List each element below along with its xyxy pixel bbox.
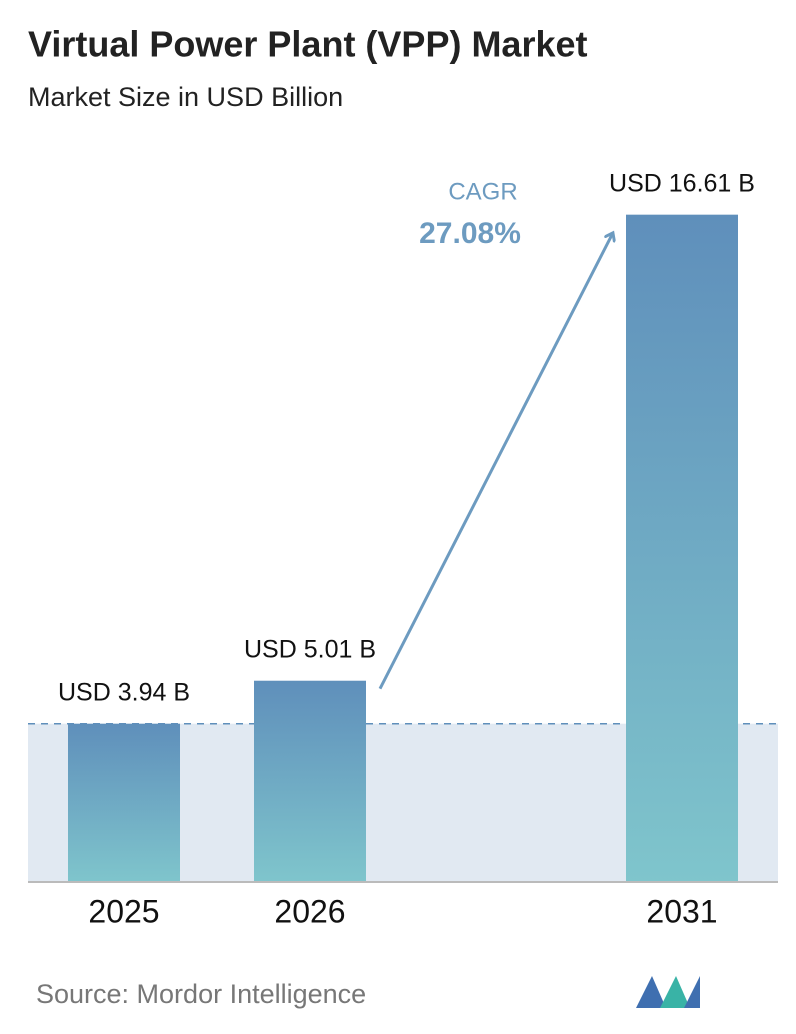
value-label: USD 5.01 B [244,635,376,663]
value-label: USD 16.61 B [609,169,755,197]
source: Source: Mordor Intelligence [36,979,366,1009]
logo [636,976,700,1008]
bar [626,214,738,882]
annotation-label: CAGR [448,178,517,205]
bar [68,723,180,882]
annotation-value: 27.08% [419,217,521,250]
bar [254,680,366,882]
chart-title: Virtual Power Plant (VPP) Market [28,24,588,65]
value-label: USD 3.94 B [58,678,190,706]
chart-subtitle: Market Size in USD Billion [28,82,343,112]
x-tick-label: 2031 [646,893,717,929]
cagr-arrow [378,235,612,690]
x-tick-label: 2026 [274,893,345,929]
x-tick-label: 2025 [88,893,159,929]
